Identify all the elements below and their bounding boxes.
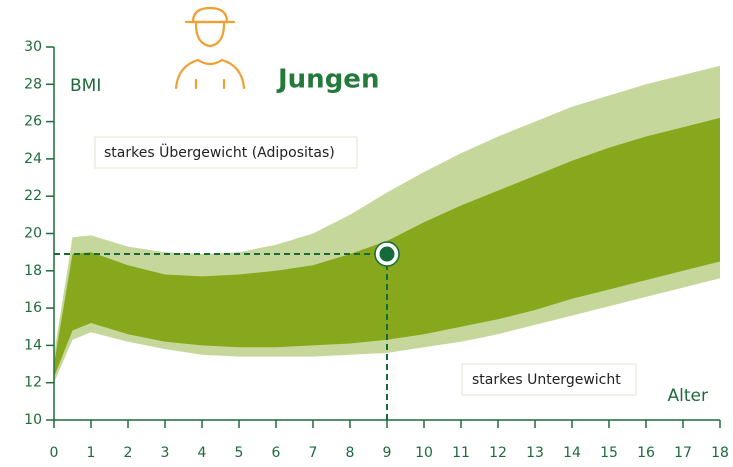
y-axis-label: BMI (70, 76, 101, 96)
annotation-box (94, 136, 358, 169)
annotation-box (461, 363, 637, 396)
x-tick-label: 13 (526, 445, 544, 461)
icon-arms (194, 78, 226, 90)
y-tick-label: 28 (24, 76, 42, 92)
icon-shoulders (174, 58, 246, 90)
y-tick-label: 18 (24, 263, 42, 279)
point (379, 246, 395, 262)
x-tick-label: 17 (674, 445, 692, 461)
x-tick-label: 0 (50, 445, 59, 461)
x-tick-label: 4 (198, 445, 207, 461)
x-tick-label: 8 (346, 445, 355, 461)
x-tick-label: 16 (637, 445, 655, 461)
y-tick-label: 10 (24, 412, 42, 428)
y-tick-label: 26 (24, 114, 42, 130)
y-tick-label: 20 (24, 226, 42, 242)
x-tick-label: 14 (563, 445, 581, 461)
y-tick-label: 22 (24, 188, 42, 204)
x-tick-label: 10 (415, 445, 433, 461)
y-tick-label: 12 (24, 375, 42, 391)
x-tick-label: 18 (711, 445, 729, 461)
boy-icon (174, 6, 246, 90)
icon-face (194, 22, 226, 48)
y-tick-label: 24 (24, 151, 42, 167)
x-axis-label: Alter (668, 386, 708, 406)
x-tick-label: 6 (272, 445, 281, 461)
chart-title: Jungen (276, 65, 379, 95)
annotation: starkes Übergewicht (Adipositas) (104, 143, 335, 161)
y-tick-label: 14 (24, 337, 42, 353)
x-tick-label: 3 (161, 445, 170, 461)
x-tick-label: 11 (452, 445, 470, 461)
x-tick-label: 2 (124, 445, 133, 461)
x-tick-label: 9 (383, 445, 392, 461)
x-tick-label: 7 (309, 445, 318, 461)
annotation: starkes Untergewicht (472, 372, 621, 388)
y-tick-label: 30 (24, 39, 42, 55)
icon-helmet (191, 6, 229, 24)
x-tick-label: 5 (235, 445, 244, 461)
x-tick-label: 12 (489, 445, 507, 461)
x-tick-label: 1 (87, 445, 96, 461)
y-tick-label: 16 (24, 300, 42, 316)
x-tick-label: 15 (600, 445, 618, 461)
